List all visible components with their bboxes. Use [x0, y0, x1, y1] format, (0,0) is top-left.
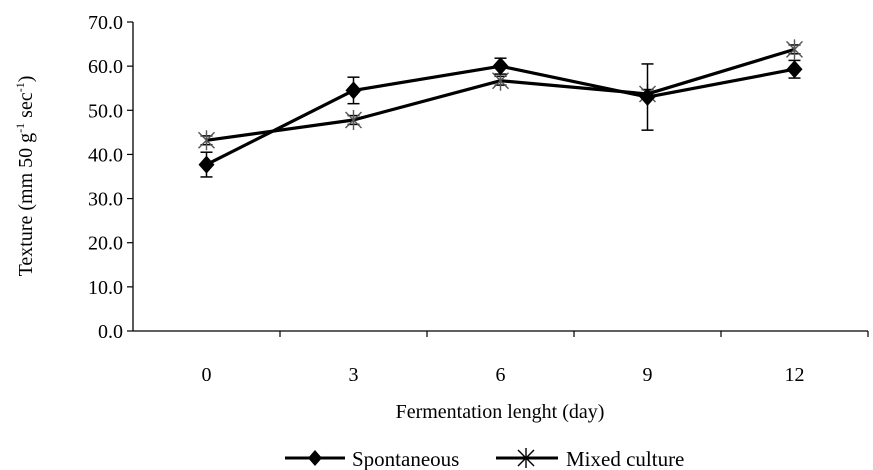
x-tick-label: 0	[202, 364, 212, 386]
x-tick-label: 9	[643, 364, 653, 386]
legend-asterisk-icon	[517, 448, 535, 468]
data-point-spontaneous	[345, 81, 362, 100]
x-tick-label: 3	[349, 364, 359, 386]
series-group	[198, 39, 803, 178]
x-axis-ticks: 0 3 6 9 12	[202, 331, 869, 386]
data-point-spontaneous	[492, 57, 509, 76]
y-tick-label: 30.0	[88, 189, 123, 211]
data-point-mixed-culture	[345, 109, 362, 130]
data-point-spontaneous	[786, 60, 803, 79]
legend-item-mixed-culture: Mixed culture	[496, 447, 684, 470]
y-tick-label: 50.0	[88, 100, 123, 122]
y-tick-label: 70.0	[88, 12, 123, 34]
y-axis-title: Texture (mm 50 g-1 sec-1)	[13, 76, 37, 277]
legend-label-mixed-culture: Mixed culture	[566, 447, 684, 470]
y-tick-label: 10.0	[88, 277, 123, 299]
x-axis-title: Fermentation lenght (day)	[396, 401, 605, 423]
y-tick-label: 20.0	[88, 233, 123, 255]
y-tick-label: 0.0	[98, 321, 123, 343]
legend-label-spontaneous: Spontaneous	[352, 447, 459, 470]
series-mixed-culture	[198, 39, 803, 151]
series-spontaneous	[198, 57, 803, 178]
y-tick-label: 40.0	[88, 144, 123, 166]
x-tick-label: 12	[785, 364, 805, 386]
data-point-spontaneous	[198, 155, 215, 174]
data-point-spontaneous	[639, 88, 656, 107]
y-tick-label: 60.0	[88, 56, 123, 78]
legend: Spontaneous Mixed culture	[285, 447, 684, 470]
data-point-mixed-culture	[786, 39, 803, 60]
y-axis-ticks: 0.0 10.0 20.0 30.0 40.0 50.0 60.0 70.0	[88, 12, 133, 343]
data-point-mixed-culture	[198, 130, 215, 151]
legend-diamond-icon	[308, 450, 322, 466]
legend-item-spontaneous: Spontaneous	[285, 447, 459, 470]
x-tick-label: 6	[496, 364, 506, 386]
